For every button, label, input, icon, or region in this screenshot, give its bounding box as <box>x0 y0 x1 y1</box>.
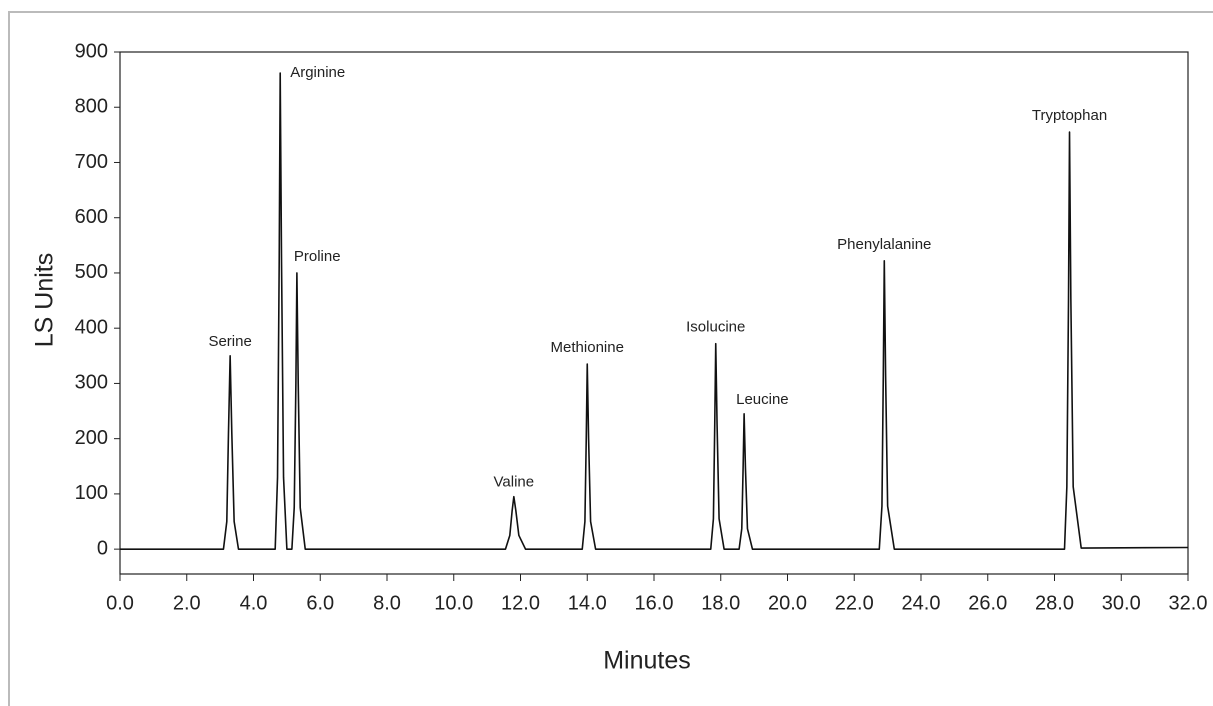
x-tick-label: 28.0 <box>1035 592 1074 614</box>
frame <box>8 11 1213 706</box>
y-tick-label: 400 <box>75 316 108 338</box>
y-tick-label: 100 <box>75 482 108 504</box>
x-tick-label: 2.0 <box>173 592 201 614</box>
peak-label: Phenylalanine <box>837 236 931 253</box>
peak-label: Leucine <box>736 391 789 408</box>
peak-label: Proline <box>294 248 341 265</box>
y-tick-label: 800 <box>75 96 108 118</box>
y-tick-label: 0 <box>97 537 108 559</box>
x-tick-label: 12.0 <box>501 592 540 614</box>
peak-label: Arginine <box>290 64 345 81</box>
x-tick-label: 10.0 <box>434 592 473 614</box>
x-tick-label: 8.0 <box>373 592 401 614</box>
x-tick-label: 6.0 <box>306 592 334 614</box>
y-axis-title: LS Units <box>31 253 59 347</box>
x-tick-label: 24.0 <box>902 592 941 614</box>
y-tick-label: 600 <box>75 206 108 228</box>
y-tick-label: 700 <box>75 151 108 173</box>
x-axis-title: Minutes <box>603 647 691 675</box>
peak-label: Isolucine <box>686 319 745 336</box>
y-tick-label: 900 <box>75 40 108 62</box>
peak-label: Tryptophan <box>1032 107 1107 124</box>
x-tick-label: 26.0 <box>968 592 1007 614</box>
x-tick-label: 16.0 <box>635 592 674 614</box>
peak-label: Methionine <box>551 339 624 356</box>
x-tick-label: 4.0 <box>240 592 268 614</box>
x-tick-label: 0.0 <box>106 592 134 614</box>
y-tick-label: 200 <box>75 427 108 449</box>
x-tick-label: 18.0 <box>701 592 740 614</box>
x-tick-label: 20.0 <box>768 592 807 614</box>
x-tick-label: 14.0 <box>568 592 607 614</box>
peak-label: Serine <box>208 333 251 350</box>
x-tick-label: 32.0 <box>1169 592 1208 614</box>
y-tick-label: 500 <box>75 261 108 283</box>
peak-label: Valine <box>494 474 535 491</box>
x-tick-label: 30.0 <box>1102 592 1141 614</box>
trace <box>120 72 1189 550</box>
y-tick-label: 300 <box>75 372 108 394</box>
x-tick-label: 22.0 <box>835 592 874 614</box>
